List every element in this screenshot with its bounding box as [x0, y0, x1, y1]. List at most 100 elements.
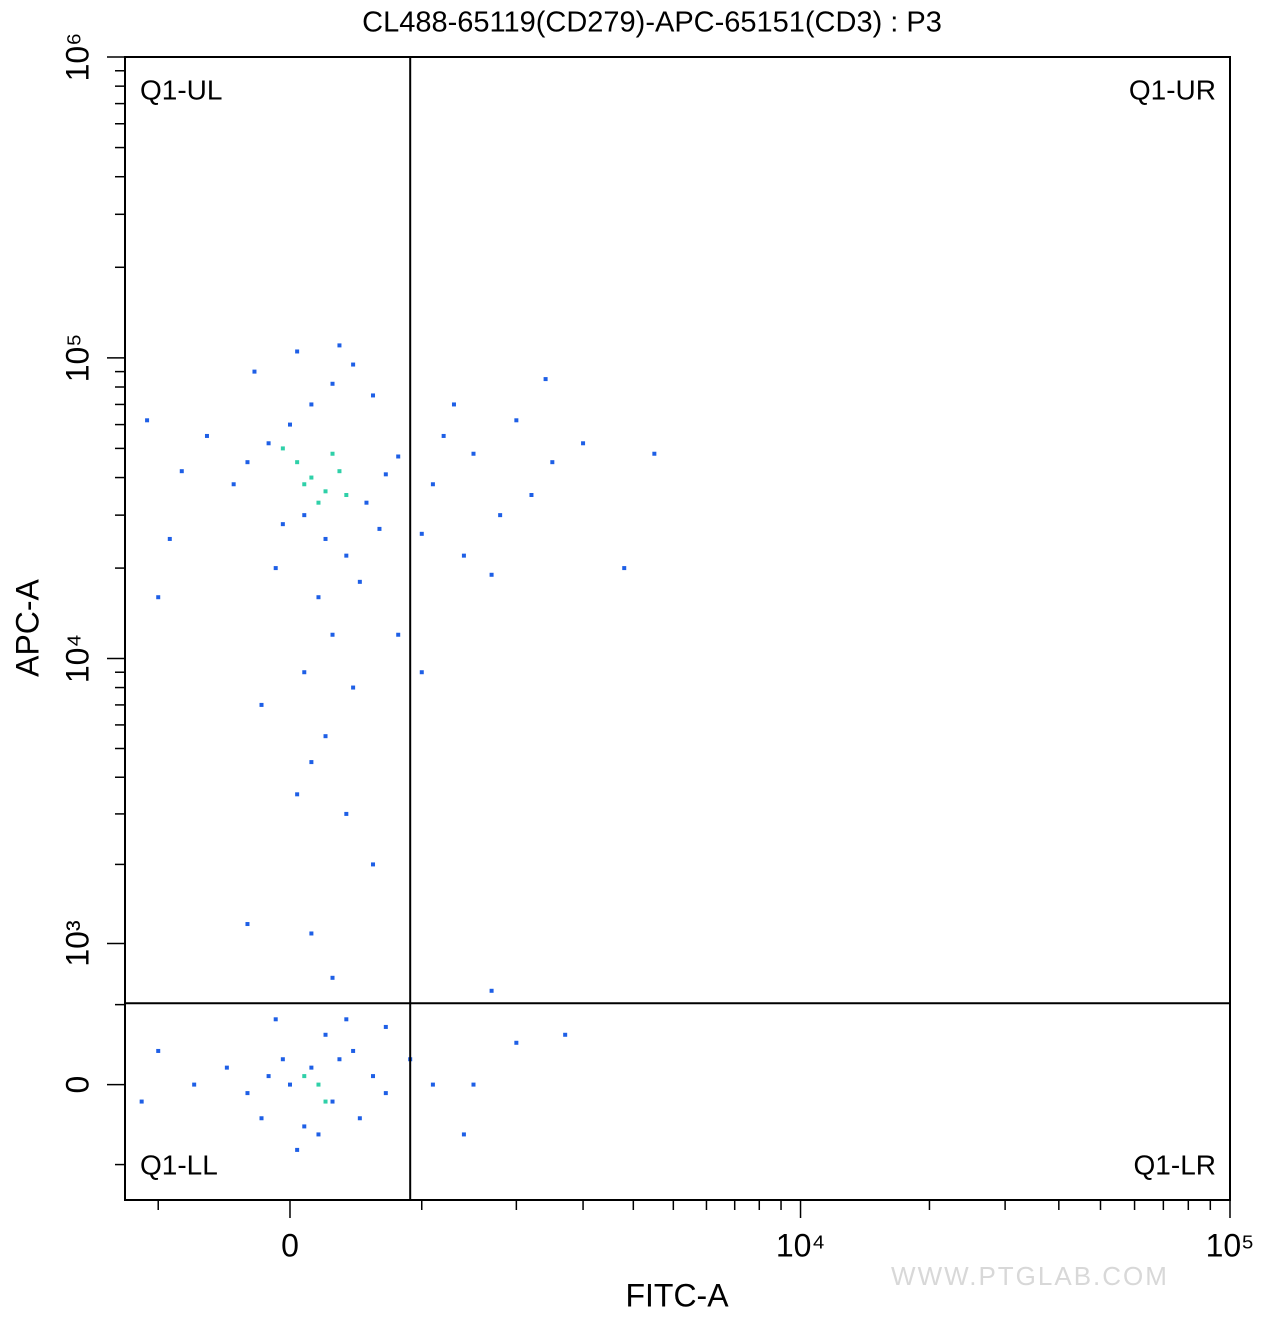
event-point [430, 482, 435, 487]
event-point [451, 402, 456, 407]
event-point [364, 500, 369, 505]
event-point [371, 1074, 376, 1079]
y-tick-label: 10³ [59, 920, 95, 967]
event-point [330, 975, 335, 980]
event-point [471, 451, 476, 456]
event-point [344, 553, 349, 558]
event-point [652, 451, 657, 456]
event-point [377, 526, 382, 531]
x-tick-label: 10⁴ [776, 1227, 825, 1263]
event-point [419, 670, 424, 675]
event-point [139, 1099, 144, 1104]
event-point [309, 475, 314, 480]
event-point [344, 811, 349, 816]
event-point [295, 1147, 300, 1152]
event-point [309, 402, 314, 407]
event-point [224, 1065, 229, 1070]
quadrant-label: Q1-LR [1134, 1149, 1216, 1180]
event-point [371, 393, 376, 398]
event-point [419, 531, 424, 536]
event-point [357, 579, 362, 584]
event-point [323, 1099, 328, 1104]
event-point [259, 702, 264, 707]
event-point [351, 362, 356, 367]
event-point [351, 685, 356, 690]
event-point [302, 1124, 307, 1129]
event-point [266, 441, 271, 446]
event-point [396, 632, 401, 637]
event-point [316, 1132, 321, 1137]
event-point [302, 670, 307, 675]
event-point [323, 734, 328, 739]
event-point [316, 595, 321, 600]
event-point [471, 1082, 476, 1087]
event-point [302, 513, 307, 518]
y-tick-label: 0 [59, 1076, 95, 1094]
event-point [529, 493, 534, 498]
event-point [287, 422, 292, 427]
event-point [563, 1032, 568, 1037]
event-point [383, 1091, 388, 1096]
event-point [231, 482, 236, 487]
event-point [323, 1032, 328, 1037]
event-point [543, 377, 548, 382]
event-point [337, 469, 342, 474]
event-point [323, 536, 328, 541]
event-point [337, 343, 342, 348]
event-point [489, 572, 494, 577]
event-point [179, 469, 184, 474]
event-point [357, 1116, 362, 1121]
event-point [302, 1074, 307, 1079]
event-point [295, 792, 300, 797]
quadrant-label: Q1-LL [140, 1149, 218, 1180]
event-point [316, 500, 321, 505]
event-point [323, 489, 328, 494]
quadrant-label: Q1-UL [140, 74, 222, 105]
event-point [371, 862, 376, 867]
event-point [167, 536, 172, 541]
event-point [245, 460, 250, 465]
event-point [622, 566, 627, 571]
event-point [383, 1024, 388, 1029]
x-tick-label: 10⁵ [1206, 1227, 1255, 1263]
chart-title: CL488-65119(CD279)-APC-65151(CD3) : P3 [362, 7, 942, 39]
event-point [280, 1057, 285, 1062]
event-point [489, 988, 494, 993]
x-tick-label: 0 [281, 1227, 299, 1263]
event-point [309, 931, 314, 936]
event-point [273, 566, 278, 571]
event-point [330, 632, 335, 637]
event-point [316, 1082, 321, 1087]
quadrant-label: Q1-UR [1129, 74, 1216, 105]
event-point [337, 1057, 342, 1062]
plot-frame [124, 56, 1231, 1201]
event-point [280, 446, 285, 451]
event-point [514, 1040, 519, 1045]
event-point [351, 1048, 356, 1053]
event-point [430, 1082, 435, 1087]
y-axis-label: APC-A [9, 578, 45, 676]
event-point [295, 349, 300, 354]
event-point [252, 369, 257, 374]
watermark: WWW.PTGLAB.COM [891, 1261, 1169, 1291]
event-point [145, 418, 150, 423]
event-point [302, 482, 307, 487]
event-point [330, 1099, 335, 1104]
event-point [295, 460, 300, 465]
y-tick-label: 10⁵ [59, 333, 95, 382]
event-point [498, 513, 503, 518]
event-point [550, 460, 555, 465]
event-point [581, 441, 586, 446]
event-point [245, 1091, 250, 1096]
event-point [280, 522, 285, 527]
y-tick-label: 10⁶ [59, 33, 95, 82]
event-point [156, 1048, 161, 1053]
x-axis-label: FITC-A [625, 1277, 729, 1313]
event-point [461, 553, 466, 558]
event-point [441, 433, 446, 438]
event-point [259, 1116, 264, 1121]
event-point [245, 922, 250, 927]
event-point [383, 472, 388, 477]
event-point [266, 1074, 271, 1079]
